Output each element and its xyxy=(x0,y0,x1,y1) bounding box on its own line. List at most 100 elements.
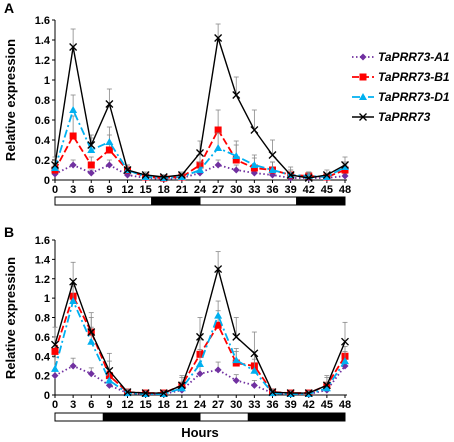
y-axis-label-a: Relative expression xyxy=(3,39,18,161)
y-axis-label-b: Relative expression xyxy=(3,257,18,379)
x-tick-label: 12 xyxy=(121,184,133,196)
data-point xyxy=(232,332,241,341)
x-tick-label: 0 xyxy=(52,184,58,196)
x-tick-label: 27 xyxy=(212,399,224,411)
data-point xyxy=(69,43,78,51)
y-tick-label: 0.8 xyxy=(35,95,50,107)
x-tick-label: 15 xyxy=(140,399,152,411)
legend-item: TaPRR73-B1 xyxy=(352,70,450,84)
data-point xyxy=(105,161,113,169)
y-tick-label: 0.8 xyxy=(35,313,50,325)
x-tick-label: 36 xyxy=(266,399,278,411)
data-point xyxy=(268,151,277,159)
data-point xyxy=(177,173,186,180)
y-tick-label: 0.4 xyxy=(35,351,51,363)
series-line xyxy=(54,163,346,180)
data-point xyxy=(87,146,96,153)
data-point xyxy=(51,372,59,380)
data-point xyxy=(123,166,132,174)
data-point xyxy=(141,171,150,179)
legend-label: TaPRR73-A1 xyxy=(378,50,450,64)
data-point xyxy=(141,173,150,180)
data-point xyxy=(214,265,223,274)
x-tick-label: 42 xyxy=(303,184,315,196)
data-point xyxy=(51,164,59,171)
data-point xyxy=(105,366,114,375)
dark-period-bar xyxy=(151,196,201,206)
data-point xyxy=(177,381,186,390)
x-tick-label: 45 xyxy=(321,399,333,411)
data-point xyxy=(51,364,59,372)
data-point xyxy=(177,384,186,392)
x-tick-label: 9 xyxy=(106,184,112,196)
x-tick-label: 18 xyxy=(158,184,170,196)
x-axis-label-hours: Hours xyxy=(181,425,219,440)
legend-marker xyxy=(359,73,367,81)
data-point xyxy=(196,166,204,173)
y-tick-label: 0.2 xyxy=(35,371,50,383)
series-taprr73-d1 xyxy=(51,94,349,181)
x-tick-label: 39 xyxy=(285,399,297,411)
data-point xyxy=(214,126,222,134)
data-point xyxy=(69,106,78,113)
x-tick-label: 45 xyxy=(321,184,333,196)
legend-item: TaPRR73 xyxy=(352,110,431,124)
y-tick-label: 1.4 xyxy=(35,254,51,266)
series-line xyxy=(54,298,346,395)
data-point xyxy=(87,169,95,177)
x-tick-label: 48 xyxy=(339,184,351,196)
y-tick-label: 0 xyxy=(44,390,50,402)
y-tick-label: 1 xyxy=(44,75,50,87)
data-point xyxy=(51,340,59,349)
data-point xyxy=(196,360,204,367)
data-point xyxy=(177,171,186,179)
series-taprr73 xyxy=(51,23,349,182)
legend-item: TaPRR73-D1 xyxy=(352,90,450,104)
data-point xyxy=(105,381,113,389)
data-point xyxy=(196,149,204,157)
panel-b: B Relative expression Hours 0 0.2 0.4 0.6 0.… xyxy=(3,224,351,440)
x-tick-label: 9 xyxy=(106,399,112,411)
y-tick-label: 1.6 xyxy=(35,235,50,247)
data-point xyxy=(87,328,96,336)
x-tick-label: 21 xyxy=(176,399,188,411)
data-point xyxy=(159,173,168,181)
data-point xyxy=(141,389,150,398)
data-point xyxy=(250,161,259,168)
legend-item: TaPRR73-A1 xyxy=(352,50,450,64)
data-point xyxy=(87,370,95,378)
x-tick-label: 39 xyxy=(285,184,297,196)
x-tick-label: 33 xyxy=(248,184,260,196)
y-tick-label: 1.2 xyxy=(35,274,50,286)
panel-a: A Relative expression 0 0.2 0.4 0.6 0.8 1 1.2 1… xyxy=(3,0,351,206)
legend-label: TaPRR73-B1 xyxy=(378,70,450,84)
data-point xyxy=(232,166,240,174)
legend-marker xyxy=(359,113,367,121)
data-point xyxy=(322,381,331,390)
data-point xyxy=(250,366,259,374)
data-point xyxy=(105,376,114,384)
x-tick-label: 42 xyxy=(303,399,315,411)
data-point xyxy=(214,144,223,151)
y-tick-label: 0.6 xyxy=(35,332,50,344)
x-tick-label: 27 xyxy=(212,184,224,196)
y-tick-label: 0.2 xyxy=(35,155,50,167)
data-point xyxy=(286,389,295,398)
x-tick-label: 0 xyxy=(52,399,58,411)
data-point xyxy=(214,366,222,374)
data-point xyxy=(69,132,77,140)
data-point xyxy=(341,163,349,170)
x-tick-label: 48 xyxy=(339,399,351,411)
x-tick-label: 15 xyxy=(140,184,152,196)
panel-letter-b: B xyxy=(4,224,14,240)
legend: TaPRR73-A1 TaPRR73-B1 TaPRR73-D1 TaPRR73 xyxy=(352,50,450,124)
y-tick-label: 0.4 xyxy=(35,135,51,147)
x-tick-label: 33 xyxy=(248,399,260,411)
legend-label: TaPRR73 xyxy=(378,110,431,124)
data-point xyxy=(69,161,77,169)
data-point xyxy=(196,370,204,378)
data-point xyxy=(69,277,78,286)
data-point xyxy=(159,389,168,398)
data-point xyxy=(268,166,277,173)
